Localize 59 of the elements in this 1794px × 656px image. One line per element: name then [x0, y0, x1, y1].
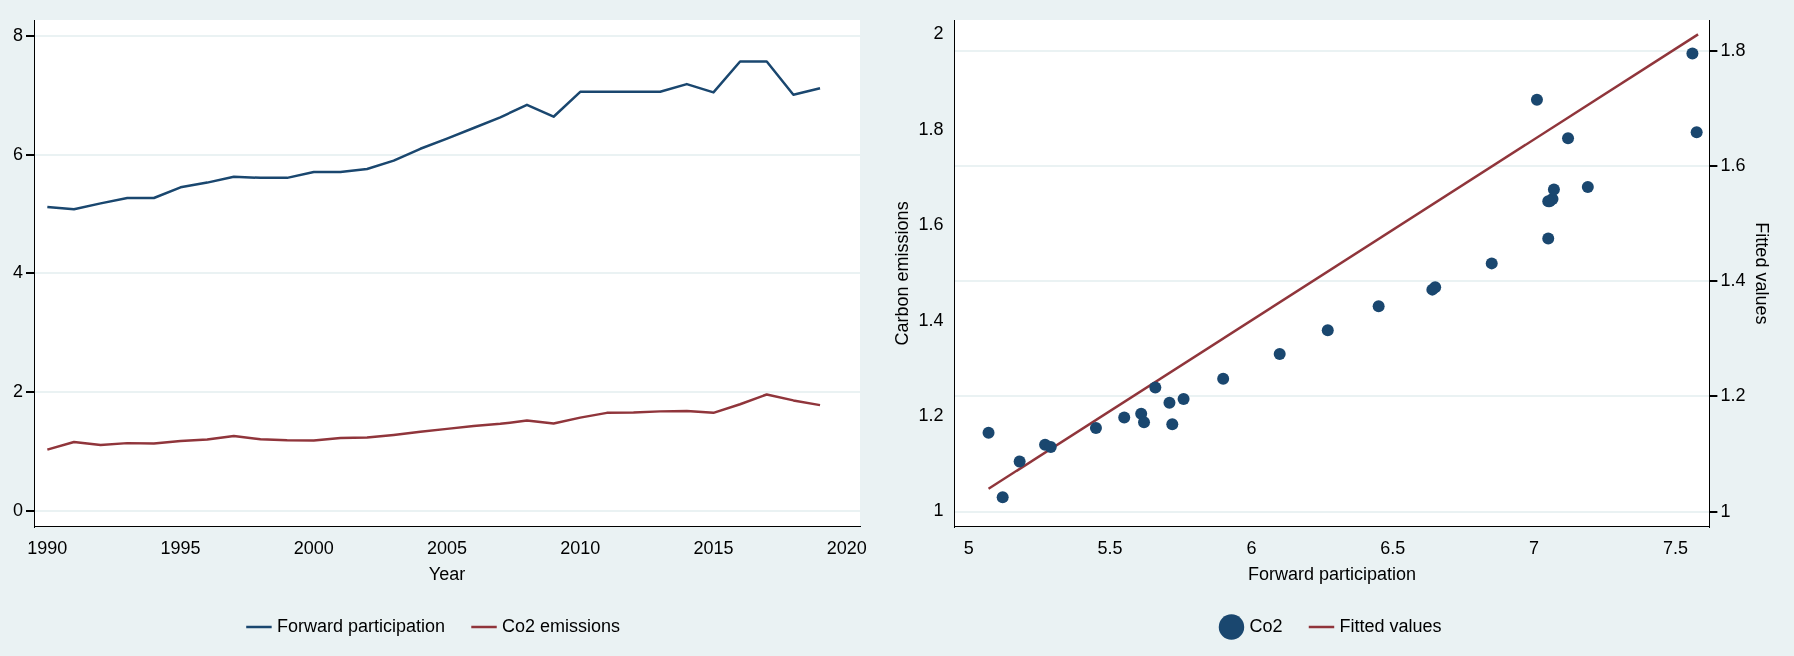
- legend-label: Fitted values: [1339, 615, 1442, 636]
- y2-tick-label: 1.8: [1720, 39, 1746, 60]
- point: [1321, 324, 1334, 337]
- x-tick-label: 2005: [426, 537, 468, 558]
- x-tick-label: 6: [1246, 537, 1257, 558]
- point: [996, 491, 1009, 504]
- point: [1686, 47, 1699, 60]
- legend-label: Co2: [1249, 615, 1283, 636]
- x-tick-label: 6.5: [1380, 537, 1406, 558]
- y-tick-label: 6: [13, 143, 24, 164]
- x-axis-title: Year: [428, 564, 466, 585]
- x-tick-label: 5.5: [1097, 537, 1123, 558]
- legend-label: Co2 emissions: [502, 615, 621, 636]
- point: [1138, 416, 1151, 429]
- y-tick-label: 1.2: [918, 405, 944, 426]
- y-tick-label: 8: [13, 24, 24, 45]
- legend-label: Forward participation: [276, 615, 446, 636]
- point: [1547, 183, 1560, 196]
- point: [1118, 411, 1131, 424]
- y-tick-label: 1.4: [918, 309, 944, 330]
- x-tick-label: 2015: [693, 537, 734, 558]
- x-tick-label: 5: [963, 537, 974, 558]
- y-tick-label: 1: [933, 500, 944, 521]
- x-tick-label: 7: [1529, 537, 1540, 558]
- y-tick-label: 2: [13, 381, 24, 402]
- point: [1163, 396, 1176, 409]
- point: [1149, 381, 1162, 394]
- x-tick-label: 2020: [826, 537, 867, 558]
- x-tick-label: 2010: [560, 537, 601, 558]
- y-tick-label: 1.6: [918, 214, 944, 235]
- y2-tick-label: 1.4: [1720, 270, 1746, 291]
- x-tick-label: 1990: [27, 537, 68, 558]
- y-tick-label: 0: [13, 499, 24, 520]
- point: [1530, 93, 1543, 106]
- y2-tick-label: 1.6: [1720, 154, 1746, 175]
- x-tick-label: 2000: [293, 537, 334, 558]
- point: [1217, 372, 1230, 385]
- point: [1177, 392, 1190, 405]
- point: [1273, 348, 1286, 361]
- y2-tick-label: 1.2: [1720, 385, 1746, 406]
- point: [1372, 300, 1385, 313]
- point: [1581, 181, 1594, 194]
- x-tick-label: 1995: [160, 537, 201, 558]
- y-axis-title: Carbon emissions: [891, 201, 912, 346]
- x-axis-title: Forward participation: [1247, 564, 1417, 585]
- y2-axis-title: Fitted values: [1752, 222, 1773, 325]
- point: [1562, 132, 1575, 145]
- x-tick-label: 7.5: [1662, 537, 1688, 558]
- y2-tick-label: 1: [1720, 500, 1731, 521]
- y-tick-label: 1.8: [918, 118, 944, 139]
- point: [982, 426, 995, 439]
- y-tick-label: 2: [933, 23, 944, 44]
- point: [1690, 126, 1703, 139]
- point: [1485, 257, 1498, 270]
- point: [1013, 455, 1026, 468]
- y-tick-label: 4: [13, 262, 24, 283]
- point: [1542, 232, 1555, 245]
- point: [1166, 418, 1179, 431]
- point: [1089, 422, 1102, 435]
